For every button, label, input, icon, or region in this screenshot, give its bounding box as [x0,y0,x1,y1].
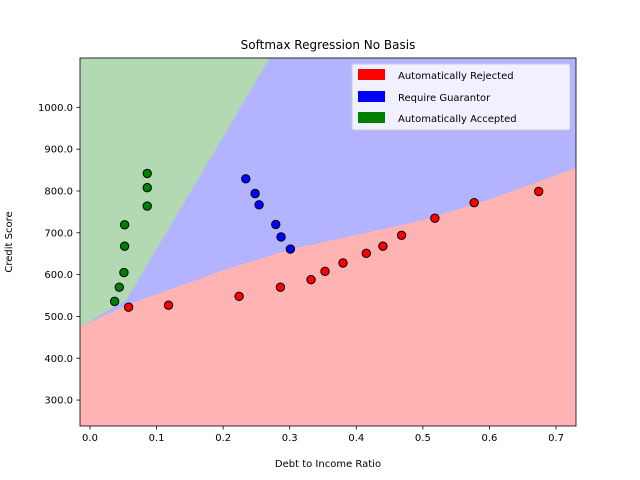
point-require-guarantor-3 [271,219,281,230]
y-tick-label: 700.0 [44,228,73,239]
region-automatically-rejected [80,167,576,426]
point-automatically-accepted-0 [109,296,120,307]
legend-label-accepted: Automatically Accepted [398,114,517,125]
point-automatically-rejected-2 [234,291,244,302]
y-tick-label: 500.0 [44,312,73,323]
legend: Automatically Rejected Require Guarantor… [351,63,571,131]
x-axis-ticks: 0.0 0.1 0.2 0.3 0.4 0.5 0.6 0.7 [82,426,564,444]
point-automatically-accepted-1 [114,282,124,292]
point-automatically-rejected-11 [469,197,479,208]
legend-box [351,63,571,131]
x-tick-label: 0.3 [282,433,298,444]
y-tick-label: 600.0 [44,270,73,281]
y-axis-ticks: 300.0 400.0 500.0 600.0 700.0 800.0 900.0 1000.… [38,103,80,407]
y-tick-label: 400.0 [44,354,73,365]
point-automatically-accepted-7 [142,168,152,179]
x-tick-label: 0.2 [215,433,231,444]
plot-frame [79,57,577,427]
legend-swatch-accepted [358,112,385,123]
point-automatically-accepted-3 [119,241,130,251]
y-tick-label: 800.0 [44,186,73,197]
y-tick-label: 1000.0 [38,103,73,114]
point-require-guarantor-2 [254,200,264,210]
point-automatically-rejected-4 [306,274,316,285]
point-require-guarantor-0 [241,174,251,184]
x-tick-label: 0.7 [548,433,564,444]
point-automatically-rejected-12 [534,186,544,197]
point-automatically-accepted-6 [142,182,152,193]
point-require-guarantor-5 [285,244,296,254]
y-tick-label: 300.0 [44,396,73,407]
point-automatically-rejected-9 [396,230,407,241]
point-automatically-rejected-5 [320,266,330,276]
point-automatically-rejected-6 [338,258,348,268]
region-automatically-accepted [80,58,270,327]
chart-title: Softmax Regression No Basis [241,38,416,52]
point-require-guarantor-4 [276,232,286,242]
x-tick-label: 0.0 [82,433,98,444]
x-tick-label: 0.1 [149,433,165,444]
point-automatically-rejected-1 [163,300,174,310]
x-tick-label: 0.6 [481,433,497,444]
point-automatically-accepted-4 [119,220,130,230]
y-axis-label: Credit Score [4,211,15,272]
point-automatically-accepted-2 [119,267,129,278]
point-require-guarantor-1 [250,188,260,199]
point-automatically-rejected-7 [361,248,371,258]
point-automatically-rejected-8 [378,241,388,251]
legend-swatch-rejected [358,69,385,80]
legend-swatch-guarantor [358,91,385,102]
legend-label-rejected: Automatically Rejected [398,71,514,82]
point-automatically-accepted-5 [142,201,152,211]
x-tick-label: 0.5 [415,433,431,444]
legend-label-guarantor: Require Guarantor [398,93,491,104]
point-automatically-rejected-3 [275,282,286,292]
point-automatically-rejected-10 [430,213,440,223]
point-automatically-rejected-0 [123,302,134,312]
x-axis-label: Debt to Income Ratio [275,459,381,470]
data-points [109,168,544,312]
y-tick-label: 900.0 [44,145,73,156]
x-tick-label: 0.4 [348,433,364,444]
